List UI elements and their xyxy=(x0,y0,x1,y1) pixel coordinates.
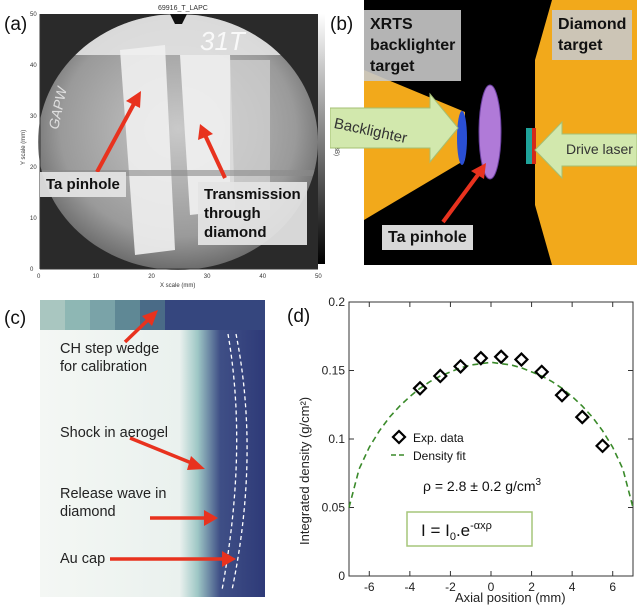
panel-label-b: (b) xyxy=(330,14,354,35)
rho-annotation: ρ = 2.8 ± 0.2 g/cm3 xyxy=(423,477,542,494)
y-tick-label-a: 20 xyxy=(30,165,37,171)
arrowhead-pinhole-b xyxy=(471,163,486,179)
arrowhead-au-cap xyxy=(222,551,236,567)
data-point xyxy=(574,409,590,425)
data-point xyxy=(432,368,448,384)
panel-label-d: (d) xyxy=(287,306,311,327)
y-tick-label-a: 0 xyxy=(30,267,34,273)
data-point xyxy=(513,351,529,368)
arrow-step-wedge xyxy=(123,316,152,344)
x-axis-label-a: X scale (mm) xyxy=(160,283,195,289)
x-tick-label-a: 20 xyxy=(148,274,155,280)
experiment-schematic xyxy=(330,0,637,265)
x-tick-label-a: 50 xyxy=(315,274,322,280)
arrow-shock xyxy=(129,436,195,466)
x-tick-label: -2 xyxy=(445,580,456,594)
legend-diamond-marker xyxy=(391,429,407,445)
arrow-transmission-a xyxy=(203,134,227,179)
legend: Exp. data Density fit xyxy=(391,429,466,463)
x-tick-label: -6 xyxy=(364,580,375,594)
arrowhead-shock xyxy=(187,456,205,470)
arrow-pinhole-b xyxy=(441,170,482,224)
y-ticks-a: 0 10 20 30 40 50 xyxy=(30,12,37,273)
panel-label-c: (c) xyxy=(4,308,27,329)
y-axis-label-a: Y scale (mm) xyxy=(21,130,27,165)
y-tick-label: 0 xyxy=(338,569,345,583)
label-release: Release wave in diamond xyxy=(60,486,167,520)
callout-transmission: Transmission through diamond xyxy=(198,182,307,245)
radiograph-image-c xyxy=(40,300,265,597)
legend-density-fit: Density fit xyxy=(413,449,466,463)
diamond-sample xyxy=(526,128,532,164)
x-axis-label: Axial position (mm) xyxy=(455,590,566,605)
arrow-pinhole-a xyxy=(95,99,138,173)
x-ticks-a: 0 10 20 30 40 50 xyxy=(37,274,322,280)
data-point xyxy=(534,364,550,380)
release-contour xyxy=(231,333,248,591)
x-tick-label: 0 xyxy=(488,580,495,594)
callout-ta-pinhole-a: Ta pinhole xyxy=(40,172,126,197)
panel-label-a: (a) xyxy=(4,14,28,35)
x-tick-label-a: 10 xyxy=(93,274,100,280)
data-point xyxy=(453,358,469,374)
data-point xyxy=(493,349,509,365)
y-tick-label-a: 40 xyxy=(30,63,37,69)
colorbar xyxy=(318,14,325,264)
label-shock: Shock in aerogel xyxy=(60,425,169,441)
density-chart: -6 -4 -2 0 2 4 6 0 0.05 0.1 0.15 0.2 Axial position… xyxy=(297,295,634,605)
legend-exp-data: Exp. data xyxy=(413,431,464,445)
label-step-wedge: CH step wedge for calibration xyxy=(60,341,160,375)
image-scrawl: 31T xyxy=(200,26,247,56)
label-drive-laser: Drive laser xyxy=(566,141,633,157)
data-point xyxy=(473,350,489,366)
y-tick-label-a: 30 xyxy=(30,114,37,120)
y-axis-label: Integrated density (g/cm²) xyxy=(297,397,312,545)
arrowhead-pinhole-a xyxy=(126,91,141,108)
x-tick-label-a: 30 xyxy=(204,274,211,280)
ta-pinhole-disk xyxy=(478,84,502,180)
x-tick-label-a: 40 xyxy=(259,274,266,280)
shock-contour xyxy=(221,333,238,591)
arrowhead-step-wedge xyxy=(142,310,158,326)
image-header: 69916_T_LAPC xyxy=(158,5,208,12)
arrowhead-transmission-a xyxy=(198,124,213,140)
y-tick-label: 0.2 xyxy=(328,295,345,309)
panel-a: 69916_T_LAPC 31T GAPW X scale (mm) Y sca… xyxy=(0,0,345,290)
radiograph-image: 69916_T_LAPC 31T GAPW X scale (mm) Y sca… xyxy=(21,5,339,289)
panel-c: (c) CH step wedge for calibration Shock … xyxy=(0,300,275,610)
y-tick-label: 0.05 xyxy=(322,501,346,515)
label-au-cap: Au cap xyxy=(60,551,106,567)
callout-xrts: XRTS backlighter target xyxy=(364,10,462,81)
data-point xyxy=(412,380,428,396)
x-tick-label: -4 xyxy=(405,580,416,594)
data-point xyxy=(554,387,570,403)
x-tick-label-a: 0 xyxy=(37,274,41,280)
y-tick-label-a: 50 xyxy=(30,12,37,18)
x-tick-label: 2 xyxy=(528,580,535,594)
panel-b: (b) XRTS backlighter target Diamond targ… xyxy=(330,0,637,265)
backlighter-arrow xyxy=(330,92,459,164)
arrowhead-release xyxy=(204,510,218,526)
data-point xyxy=(595,438,611,454)
callout-ta-pinhole-b: Ta pinhole xyxy=(382,225,473,250)
backlighter-foil xyxy=(457,111,467,165)
y-tick-label: 0.1 xyxy=(328,432,345,446)
x-tick-label: 4 xyxy=(569,580,576,594)
drive-laser-arrow xyxy=(534,120,637,180)
density-fit-line xyxy=(348,361,634,508)
panel-d: -6 -4 -2 0 2 4 6 0 0.05 0.1 0.15 0.2 Axial position… xyxy=(285,290,637,610)
y-tick-label-a: 10 xyxy=(30,216,37,222)
callout-diamond-target: Diamond target xyxy=(552,10,633,60)
x-tick-label: 6 xyxy=(609,580,616,594)
y-tick-label: 0.15 xyxy=(322,364,346,378)
formula-box xyxy=(406,511,533,547)
